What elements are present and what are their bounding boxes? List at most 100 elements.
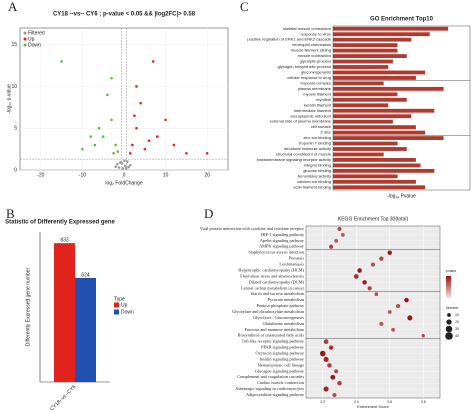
point: [151, 60, 155, 63]
dot: [396, 303, 401, 309]
category-label: Starch and sucrose metabolism: [251, 291, 305, 296]
bar: [333, 76, 416, 80]
point: [93, 143, 97, 147]
dot: [374, 292, 379, 297]
category-label: neutrophil chemotaxis: [292, 42, 331, 47]
legend-label: Down: [121, 309, 134, 315]
legend-swatch: [23, 31, 27, 35]
x-tick-label: 20: [204, 172, 210, 178]
y-tick-label: 5: [14, 126, 17, 132]
category-label: Staphylococcus aureus infection: [248, 250, 304, 255]
category-label: Z disc: [320, 130, 331, 135]
point: [114, 143, 117, 147]
dot: [421, 334, 425, 338]
bar: [333, 141, 398, 146]
x-tick-label: 0.2: [320, 400, 325, 404]
point: [110, 118, 113, 122]
category-label: Pertussis: [289, 256, 305, 261]
x-axis-label: -log₁₀ Pvalue: [387, 193, 416, 199]
dot: [340, 232, 345, 237]
panel-letter: B: [6, 206, 15, 221]
category-label: myofibril: [316, 97, 331, 102]
legend-title: Type: [114, 296, 125, 302]
y-tick-label: 15: [11, 42, 17, 48]
category-label: glycolytic process: [300, 59, 331, 64]
legend-swatch: [23, 43, 27, 47]
data-label: 833: [60, 237, 69, 243]
point: [128, 151, 132, 155]
x-axis-label: log₂ FoldChange: [105, 180, 142, 186]
bar: [333, 54, 407, 58]
point: [106, 93, 109, 97]
bar: [333, 168, 435, 173]
point: [124, 167, 128, 170]
size-swatch: [445, 332, 453, 340]
dot: [334, 238, 339, 243]
category-label: Central carbon metabolism in cancer: [241, 285, 305, 290]
bar: [333, 32, 430, 37]
dot: [387, 310, 392, 314]
category-label: HIF-1 signaling pathway: [261, 232, 305, 237]
category-label: Glycolysis / Gluconeogenesis: [253, 315, 304, 320]
x-tick-label: -20: [37, 172, 44, 178]
bar: [333, 185, 426, 190]
category-label: positive regulation of ERK1 and ERK2 cas…: [247, 37, 331, 42]
legend-swatch: [23, 37, 27, 41]
category-label: muscle contraction: [298, 53, 331, 58]
category-label: glycogen biosynthetic process: [278, 64, 331, 69]
x-tick-label: 0: [123, 172, 126, 178]
size-swatch: [446, 319, 452, 325]
category-label: Apelin signaling pathway: [260, 238, 305, 243]
point: [131, 143, 134, 147]
legend-label: Up: [28, 36, 35, 42]
dot: [323, 356, 329, 362]
category-label: response to virus: [301, 31, 331, 36]
point: [164, 118, 167, 122]
color-bar: [446, 276, 451, 298]
category-label: troponin complex: [301, 80, 331, 85]
size-label: 30: [455, 327, 459, 331]
dot: [379, 256, 384, 261]
dot: [362, 280, 367, 285]
category-label: Glucagon signaling pathway: [255, 368, 305, 373]
category-label: Pyruvate metabolism: [268, 297, 305, 302]
dot: [323, 339, 329, 345]
panel-letter: C: [240, 0, 249, 14]
category-label: Toll-like receptor signaling pathway: [242, 339, 305, 344]
x-axis-label: Enrichment Score: [357, 404, 390, 409]
point: [127, 165, 130, 169]
point: [123, 164, 127, 168]
category-label: transmembrane signaling receptor activit…: [257, 157, 331, 162]
category-label: Adipocytokine signaling pathway: [246, 392, 305, 397]
point: [116, 162, 119, 166]
chart-title: CY18 --vs-- CY6 ; p-value < 0.05 && |log…: [53, 12, 196, 18]
point: [133, 114, 136, 118]
category-label: gluconeogenesis: [301, 70, 331, 75]
dot: [330, 374, 336, 380]
dot: [328, 345, 334, 350]
category-label: Pentose phosphate pathway: [257, 303, 305, 308]
legend-label: Up: [121, 302, 128, 308]
bar: [333, 37, 412, 42]
dot: [391, 327, 395, 332]
category-label: keratin filament: [304, 102, 332, 107]
point: [135, 126, 138, 130]
bar: [333, 48, 398, 53]
x-tick-label: CY18--vs--CY6: [49, 384, 77, 412]
bar: [333, 174, 398, 179]
bar: [333, 103, 389, 108]
bar: [333, 70, 426, 75]
category-label: myosin filament: [303, 91, 332, 96]
dot: [337, 226, 342, 232]
legend-label: Filtered: [28, 30, 45, 36]
category-label: ferroxidase activity: [298, 173, 331, 178]
x-tick-label: 10: [163, 172, 169, 178]
category-label: structural molecule activity: [284, 146, 331, 151]
x-tick-label: 0.4: [354, 400, 359, 404]
category-label: troponin T binding: [299, 141, 331, 146]
x-tick-label: 0.8: [421, 400, 426, 404]
category-label: skeletal muscle contraction: [283, 26, 331, 31]
point: [123, 159, 126, 163]
category-label: Hematopoietic cell lineage: [258, 362, 304, 367]
